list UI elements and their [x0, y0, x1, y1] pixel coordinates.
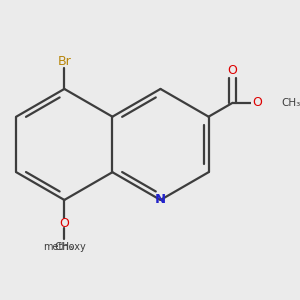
Text: methoxy: methoxy [43, 242, 86, 252]
Text: CH₃: CH₃ [55, 242, 74, 252]
Text: CH₃: CH₃ [281, 98, 300, 108]
Text: N: N [155, 194, 166, 206]
Text: O: O [228, 64, 238, 77]
Text: O: O [252, 96, 262, 109]
Text: O: O [59, 217, 69, 230]
Text: Br: Br [58, 55, 71, 68]
